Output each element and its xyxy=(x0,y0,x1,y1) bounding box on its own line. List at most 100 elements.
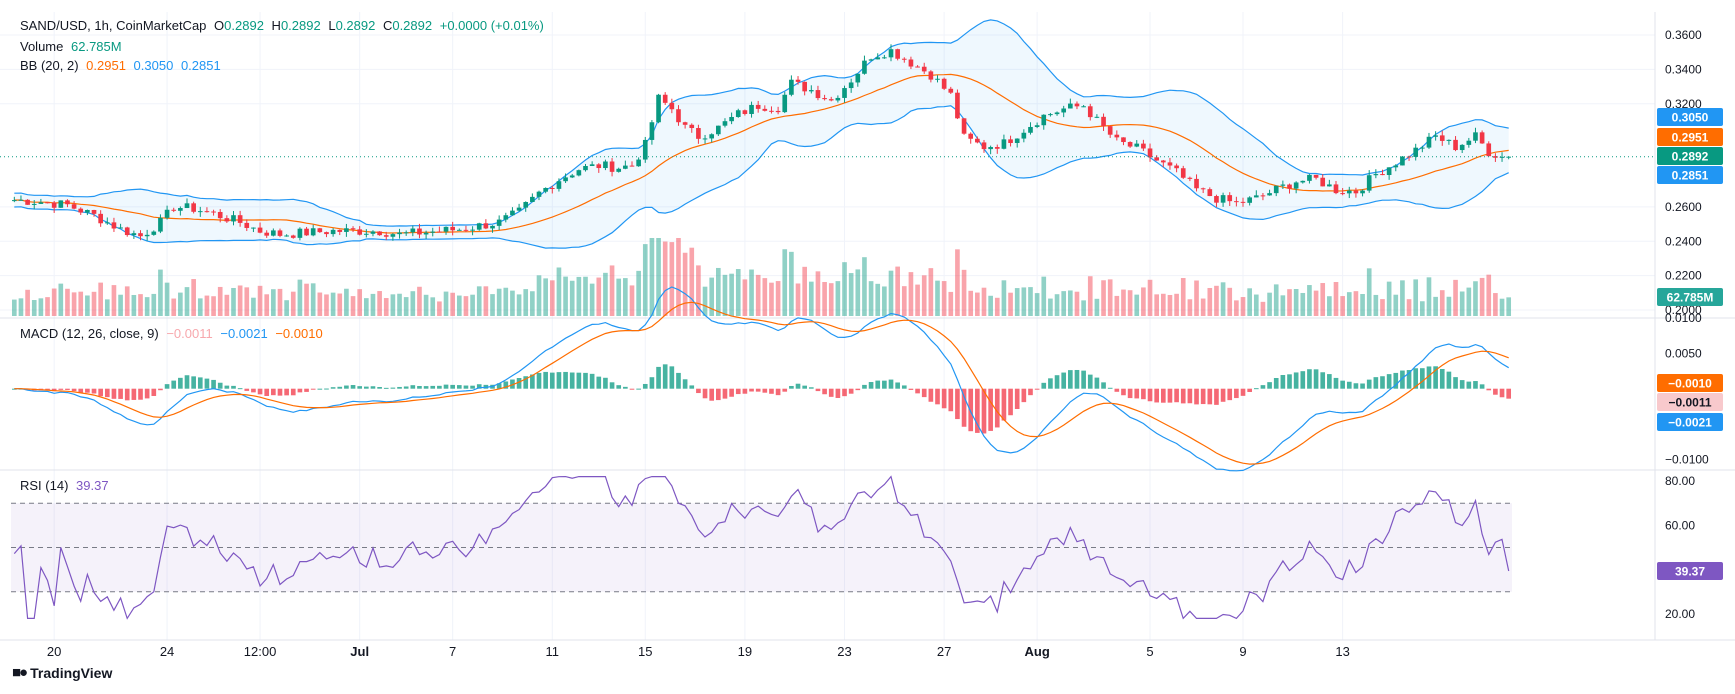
candle-body xyxy=(828,99,834,101)
macd-histogram-bar xyxy=(1207,388,1213,405)
rsi-tick-label: 60.00 xyxy=(1665,518,1695,532)
volume-bar xyxy=(676,238,681,316)
candle-body xyxy=(1380,174,1385,176)
macd-histogram-bar xyxy=(58,388,64,390)
candle-body xyxy=(1034,125,1040,127)
candle-body xyxy=(1141,143,1146,149)
macd-histogram-bar xyxy=(563,371,568,389)
volume-bar xyxy=(197,298,203,316)
macd-histogram-bar xyxy=(151,388,157,396)
volume-bar xyxy=(603,272,608,316)
volume-bar xyxy=(1021,287,1027,316)
volume-bar xyxy=(968,290,974,316)
macd-hist-value: −0.0011 xyxy=(166,326,213,341)
candle-body xyxy=(735,110,741,117)
candle-body xyxy=(1021,132,1027,139)
time-tick-label: 13 xyxy=(1335,644,1349,659)
candle-body xyxy=(184,203,190,209)
candle-body xyxy=(994,147,1000,149)
volume-bar xyxy=(1240,297,1246,316)
candle-body xyxy=(344,228,349,232)
candle-body xyxy=(702,138,708,140)
price-tick-label: 0.2200 xyxy=(1665,269,1702,283)
candle-body xyxy=(815,90,821,99)
candle-body xyxy=(503,215,509,220)
macd-histogram-bar xyxy=(955,388,960,420)
volume-bar xyxy=(71,292,77,316)
macd-histogram-bar xyxy=(1386,374,1392,389)
candle-body xyxy=(1426,136,1432,148)
macd-histogram-bar xyxy=(304,388,309,392)
tradingview-brand[interactable]: ■● TradingView xyxy=(12,664,112,681)
bb-legend: BB (20, 2) 0.2951 0.3050 0.2851 xyxy=(20,58,225,73)
candle-body xyxy=(510,210,515,216)
candle-body xyxy=(1333,184,1339,194)
last-price-tag: 0.2892 xyxy=(1657,147,1723,165)
last-price-tag-bg xyxy=(1657,147,1723,165)
volume-bar xyxy=(450,292,455,316)
macd-histogram-bar xyxy=(543,371,548,389)
macd-histogram-bar xyxy=(158,388,163,391)
candle-body xyxy=(1479,132,1485,144)
macd-histogram-bar xyxy=(1413,368,1419,389)
candle-body xyxy=(775,110,781,113)
volume-bar xyxy=(895,266,900,316)
volume-bar xyxy=(443,291,449,316)
high-label: H xyxy=(271,18,281,33)
volume-bar xyxy=(975,292,980,316)
macd-histogram-bar xyxy=(669,366,675,389)
volume-bar xyxy=(417,286,422,316)
macd-histogram-bar xyxy=(868,382,874,389)
macd-histogram-bar xyxy=(623,386,628,389)
time-axis: 20 24 12:00 Jul 7 11 15 19 23 27 Aug 5 9 13 xyxy=(47,644,1350,659)
volume-bar xyxy=(749,269,754,316)
macd-histogram-bar xyxy=(1187,388,1193,404)
bb-label: BB (20, 2) xyxy=(20,58,79,73)
time-tick-label: 5 xyxy=(1146,644,1153,659)
volume-bar xyxy=(204,295,210,316)
macd-histogram-bar xyxy=(1373,377,1379,389)
macd-histogram-bar xyxy=(456,385,462,389)
macd-histogram-bar xyxy=(1473,381,1478,389)
macd-histogram-bar xyxy=(921,388,927,398)
macd-histogram-bar xyxy=(51,388,57,392)
volume-bar xyxy=(11,299,17,316)
macd-histogram-bar xyxy=(569,372,575,389)
macd-histogram-bar xyxy=(795,383,801,389)
volume-bar xyxy=(1207,287,1213,316)
candle-body xyxy=(144,234,150,237)
candle-body xyxy=(755,104,761,109)
macd-line-tag-bg xyxy=(1657,413,1723,431)
macd-histogram-bar xyxy=(1406,370,1412,389)
candle-body xyxy=(941,78,947,89)
price-tick-label: 0.2400 xyxy=(1665,234,1702,248)
volume-bar xyxy=(1366,268,1372,316)
volume-bar xyxy=(85,295,90,316)
candle-body xyxy=(364,233,369,235)
candle-body xyxy=(1400,156,1405,166)
macd-histogram-bar xyxy=(901,385,907,389)
macd-histogram-bar xyxy=(1147,388,1153,402)
candle-body xyxy=(450,226,455,231)
volume-bar xyxy=(410,291,416,316)
candle-body xyxy=(888,49,894,58)
bb-upper-tag-text: 0.3050 xyxy=(1672,111,1709,125)
macd-histogram-bar xyxy=(609,382,615,389)
candle-body xyxy=(58,200,64,208)
candle-body xyxy=(1373,174,1379,176)
candle-body xyxy=(789,79,794,95)
candle-body xyxy=(1041,114,1047,126)
volume-bar xyxy=(583,276,588,316)
macd-histogram-bar xyxy=(1200,388,1206,405)
volume-bar xyxy=(994,297,1000,316)
candle-body xyxy=(576,170,582,176)
candle-body xyxy=(437,231,442,233)
macd-histogram-bar xyxy=(1141,388,1146,400)
candle-body xyxy=(1121,137,1126,143)
volume-bar xyxy=(31,300,37,316)
volume-bar xyxy=(211,296,216,316)
macd-histogram-bar xyxy=(1021,388,1027,403)
low-value: 0.2892 xyxy=(335,18,376,33)
time-tick-label: 9 xyxy=(1239,644,1246,659)
